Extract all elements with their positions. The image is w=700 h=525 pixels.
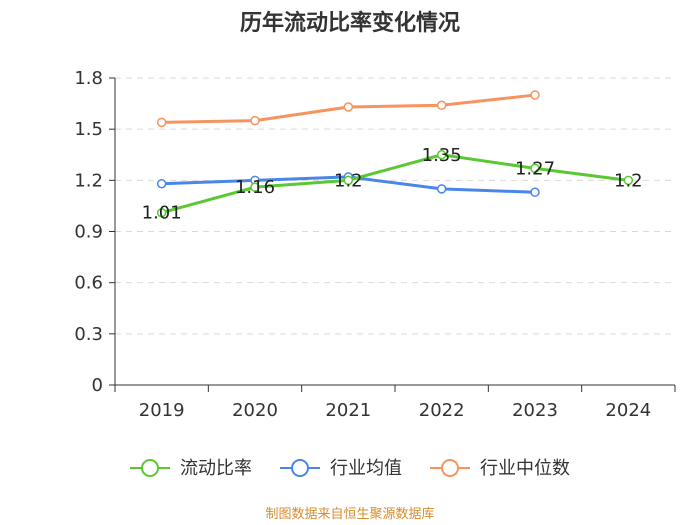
data-point bbox=[250, 182, 260, 192]
x-tick-label: 2019 bbox=[139, 400, 185, 421]
y-tick-label: 0.6 bbox=[74, 273, 103, 294]
source-note: 制图数据来自恒生聚源数据库 bbox=[265, 506, 434, 522]
y-tick-label: 0.9 bbox=[74, 222, 103, 243]
data-label: 1.01 bbox=[142, 203, 182, 224]
data-point bbox=[530, 163, 540, 174]
x-tick-label: 2020 bbox=[232, 400, 278, 421]
data-label: 1.16 bbox=[235, 177, 275, 198]
y-tick-label: 1.2 bbox=[74, 170, 103, 191]
y-tick-label: 1.8 bbox=[74, 68, 103, 89]
legend-item-0[interactable]: 流动比率 bbox=[130, 458, 252, 479]
y-tick-label: 1.5 bbox=[74, 119, 103, 140]
data-label: 1.2 bbox=[614, 170, 643, 191]
grid-lines bbox=[115, 77, 675, 335]
legend-marker-icon bbox=[141, 459, 159, 477]
legend-marker-icon bbox=[291, 459, 309, 477]
data-point bbox=[436, 184, 447, 194]
chart-title: 历年流动比率变化情况 bbox=[240, 10, 460, 36]
x-tick-label: 2021 bbox=[325, 400, 371, 421]
data-point bbox=[436, 100, 447, 111]
legend-marker-icon bbox=[441, 459, 459, 477]
data-label: 1.27 bbox=[515, 158, 555, 179]
y-tick-label: 0 bbox=[92, 375, 103, 396]
data-point bbox=[156, 117, 167, 128]
legend-item-2[interactable]: 行业中位数 bbox=[430, 458, 570, 479]
legend-label: 行业中位数 bbox=[480, 458, 570, 479]
legend-label: 流动比率 bbox=[180, 458, 252, 479]
data-point bbox=[436, 150, 447, 160]
data-point bbox=[530, 90, 540, 100]
data-point bbox=[343, 102, 354, 112]
x-tick-label: 2023 bbox=[512, 400, 558, 421]
axes: 0 0.3 0.6 0.9 1.2 1.5 1.8 2019 2020 2021 2022 2023 2… bbox=[74, 68, 676, 421]
data-point bbox=[623, 175, 634, 186]
x-tick-label: 2024 bbox=[605, 400, 651, 421]
legend[interactable]: 流动比率 行业均值 行业中位数 bbox=[130, 458, 570, 479]
data-point bbox=[250, 115, 260, 126]
y-tick-label: 0.3 bbox=[74, 324, 103, 345]
data-point bbox=[156, 207, 167, 218]
data-label: 1.2 bbox=[334, 170, 363, 191]
series-layer: 1.01 1.16 1.2 1.35 1.27 1.2 bbox=[142, 90, 643, 224]
data-point bbox=[156, 178, 167, 189]
legend-label: 行业均值 bbox=[330, 458, 402, 479]
data-point bbox=[530, 187, 540, 198]
data-point bbox=[343, 175, 354, 186]
series-line-0 bbox=[161, 153, 629, 215]
data-label: 1.35 bbox=[422, 145, 462, 166]
x-tick-label: 2022 bbox=[419, 400, 465, 421]
legend-item-1[interactable]: 行业均值 bbox=[280, 458, 402, 479]
